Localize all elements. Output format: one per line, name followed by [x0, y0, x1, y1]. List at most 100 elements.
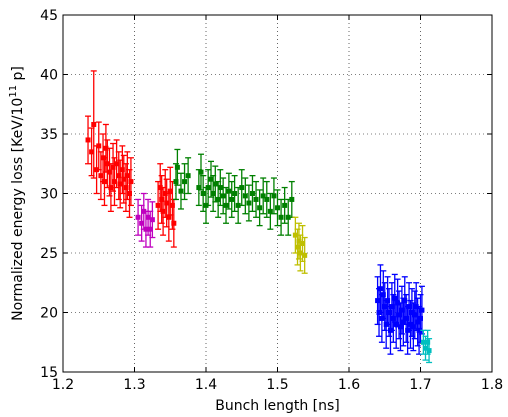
data-point: [106, 169, 112, 175]
data-point: [389, 304, 395, 310]
data-point: [295, 244, 301, 250]
data-point: [167, 188, 173, 194]
y-tick-label: 35: [40, 127, 58, 143]
y-tick-label: 15: [40, 365, 58, 381]
data-point: [392, 295, 398, 301]
data-point: [271, 193, 277, 199]
data-point: [164, 200, 170, 206]
x-tick-label: 1.6: [338, 377, 360, 393]
data-point: [205, 185, 211, 191]
x-tick-label: 1.3: [123, 377, 145, 393]
data-point: [412, 312, 418, 318]
data-point: [282, 202, 288, 208]
data-point: [285, 214, 291, 220]
data-point: [302, 252, 308, 258]
data-point: [249, 191, 255, 196]
data-point: [377, 286, 383, 292]
data-point: [173, 179, 179, 185]
x-tick-label: 1.5: [266, 377, 288, 393]
data-point: [116, 173, 122, 179]
y-tick-label: 40: [40, 68, 58, 84]
data-point: [410, 324, 416, 330]
data-point: [275, 205, 280, 211]
data-point: [128, 179, 134, 185]
data-point: [226, 188, 232, 194]
data-point: [124, 173, 130, 179]
data-point: [96, 143, 102, 149]
data-point: [196, 185, 202, 191]
data-point: [85, 137, 91, 143]
data-point: [407, 321, 413, 327]
data-point: [223, 202, 229, 208]
data-point: [147, 226, 153, 232]
data-point: [229, 196, 235, 202]
data-point: [169, 202, 175, 208]
data-point: [217, 185, 223, 191]
data-point: [423, 345, 429, 351]
data-point: [198, 169, 204, 175]
x-axis-label: Bunch length [ns]: [215, 398, 340, 414]
data-point: [380, 292, 386, 298]
data-point: [215, 196, 221, 202]
data-point: [239, 185, 245, 191]
data-point: [139, 220, 145, 226]
x-tick-label: 1.2: [52, 377, 74, 393]
data-point: [242, 193, 248, 199]
data-point: [149, 217, 155, 223]
data-point: [390, 315, 396, 321]
data-point: [393, 321, 399, 327]
data-point: [426, 348, 432, 354]
data-point: [159, 196, 165, 202]
data-point: [289, 196, 295, 202]
data-point: [143, 226, 149, 232]
y-tick-label: 45: [40, 8, 58, 24]
data-point: [375, 298, 381, 304]
data-point: [135, 214, 141, 220]
data-point: [155, 202, 161, 208]
data-point: [174, 164, 180, 170]
data-point: [278, 214, 284, 220]
data-point: [212, 181, 218, 187]
y-axis-label-exponent: 11: [8, 85, 19, 98]
data-point: [121, 176, 127, 182]
data-point: [406, 304, 412, 310]
data-point: [119, 167, 125, 173]
data-point: [425, 339, 431, 345]
data-points: [85, 70, 433, 364]
data-point: [297, 250, 303, 256]
data-point: [400, 319, 406, 325]
data-point: [235, 202, 241, 208]
data-point: [403, 315, 409, 321]
data-point: [110, 164, 116, 170]
data-point: [220, 193, 226, 199]
data-point: [264, 196, 270, 202]
data-point: [98, 173, 104, 179]
data-point: [385, 298, 391, 304]
data-point: [232, 191, 238, 196]
x-tick-label: 1.4: [195, 377, 217, 393]
data-point: [108, 185, 114, 191]
y-axis-label: Normalized energy loss [KeV/1011 p]: [8, 66, 26, 321]
data-point: [267, 208, 273, 214]
data-point: [117, 181, 123, 187]
data-point: [111, 179, 117, 185]
data-point: [253, 196, 259, 202]
data-point: [246, 200, 252, 206]
y-tick-label: 30: [40, 187, 58, 203]
data-point: [114, 161, 120, 167]
data-point: [396, 312, 402, 318]
data-point: [91, 121, 97, 127]
data-point: [415, 319, 421, 325]
data-point: [166, 214, 172, 220]
data-point: [200, 191, 206, 196]
data-point: [416, 327, 422, 333]
data-point: [89, 149, 95, 155]
data-point: [386, 310, 392, 315]
data-point: [296, 238, 302, 244]
x-tick-label: 1.7: [409, 377, 431, 393]
data-point: [160, 208, 166, 214]
data-point: [126, 191, 132, 196]
data-point: [171, 220, 177, 226]
axis-ticks: 1.2 1.3 1.4 1.5 1.6 1.7 1.8 15 20 25 30 35 40 45: [40, 8, 503, 393]
